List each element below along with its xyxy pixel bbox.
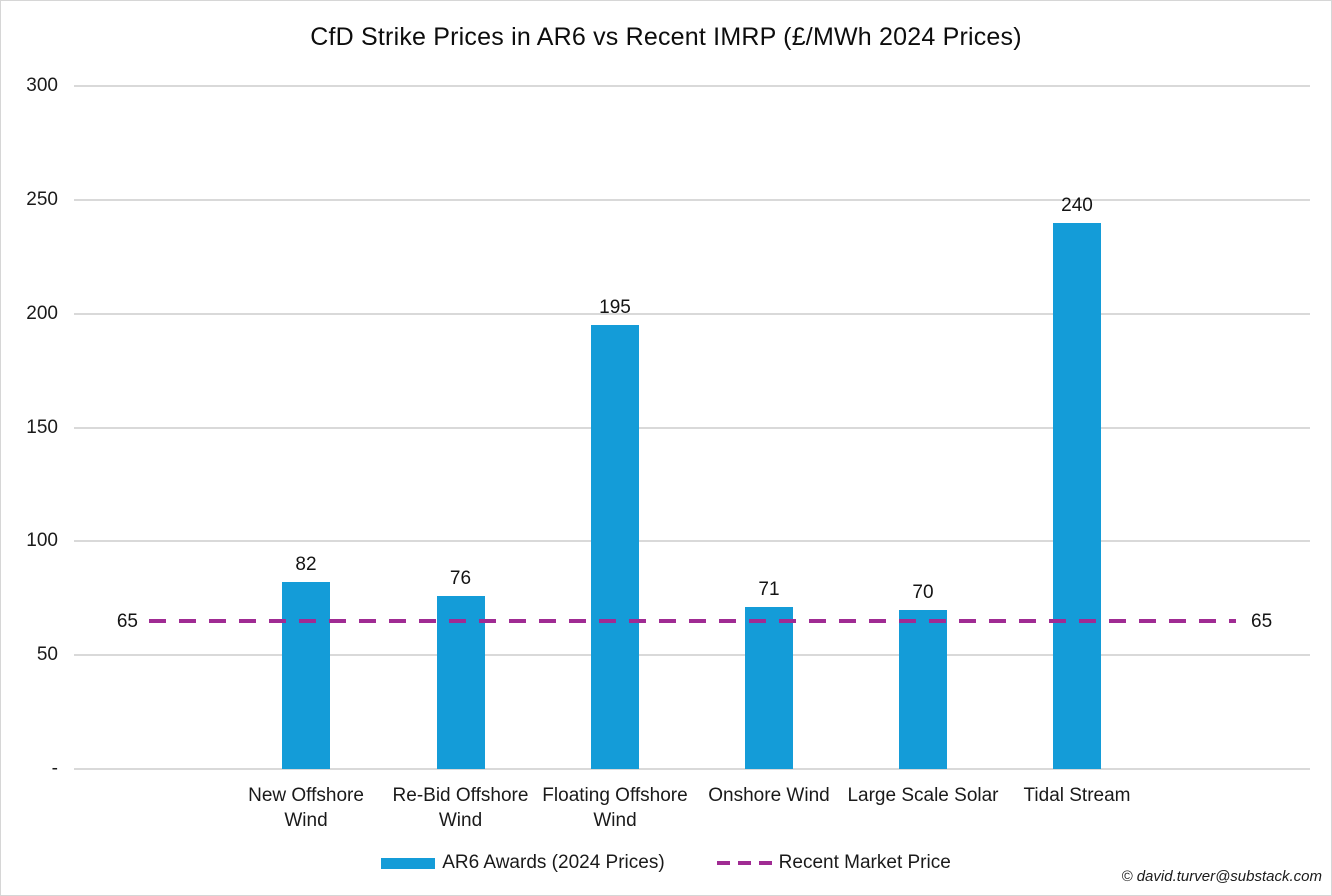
bar bbox=[282, 582, 330, 769]
x-axis-category-label: Tidal Stream bbox=[1023, 785, 1131, 806]
gridline bbox=[74, 312, 1310, 315]
bar-value-label: 240 bbox=[1061, 194, 1093, 216]
gridline bbox=[74, 85, 1310, 87]
copyright-text: © david.turver@substack.com bbox=[1121, 868, 1322, 885]
bar bbox=[899, 609, 947, 769]
y-axis-tick-label: 100 bbox=[26, 530, 58, 552]
x-axis-category-label: Large Scale Solar bbox=[847, 785, 999, 806]
bar-value-label: 70 bbox=[912, 581, 934, 603]
y-axis-tick-label: - bbox=[51, 758, 58, 779]
x-axis-category-label: New Offshore Wind bbox=[248, 785, 364, 831]
bar-value-label: 195 bbox=[599, 297, 631, 319]
bar-value-label: 82 bbox=[295, 554, 317, 576]
bar bbox=[591, 325, 639, 769]
y-axis-tick-label: 150 bbox=[26, 416, 58, 438]
chart-title: CfD Strike Prices in AR6 vs Recent IMRP … bbox=[310, 23, 1022, 51]
gridline bbox=[74, 540, 1310, 543]
legend-label-line-series: Recent Market Price bbox=[778, 852, 951, 873]
bar-series-swatch-icon bbox=[381, 857, 436, 869]
legend: AR6 Awards (2024 Prices) Recent Market P… bbox=[1, 852, 1331, 874]
x-axis-category-label: Re-Bid Offshore Wind bbox=[392, 785, 529, 831]
bar-value-label: 71 bbox=[758, 579, 780, 601]
gridline bbox=[74, 768, 1310, 770]
y-axis-tick-label: 300 bbox=[26, 75, 58, 96]
bar bbox=[745, 607, 793, 769]
legend-item-line-series: Recent Market Price bbox=[716, 852, 951, 874]
bar-value-label: 76 bbox=[449, 567, 472, 589]
x-axis-category-label: Floating Offshore Wind bbox=[542, 785, 688, 831]
bar bbox=[1053, 222, 1101, 769]
gridline bbox=[74, 198, 1310, 201]
y-axis-tick-label: 50 bbox=[36, 644, 58, 666]
gridline bbox=[74, 654, 1310, 657]
market-price-left-label: 65 bbox=[116, 611, 138, 633]
legend-label-bar-series: AR6 Awards (2024 Prices) bbox=[442, 852, 665, 873]
x-axis-category-label: Onshore Wind bbox=[708, 785, 830, 806]
market-price-right-label: 65 bbox=[1251, 611, 1273, 633]
y-axis-tick-label: 250 bbox=[26, 188, 58, 210]
gridline bbox=[74, 426, 1310, 429]
bar bbox=[436, 595, 485, 769]
line-series-swatch-icon bbox=[716, 861, 772, 865]
y-axis-tick-label: 200 bbox=[26, 302, 58, 324]
market-price-line bbox=[149, 619, 1236, 624]
legend-item-bar-series: AR6 Awards (2024 Prices) bbox=[381, 852, 665, 874]
